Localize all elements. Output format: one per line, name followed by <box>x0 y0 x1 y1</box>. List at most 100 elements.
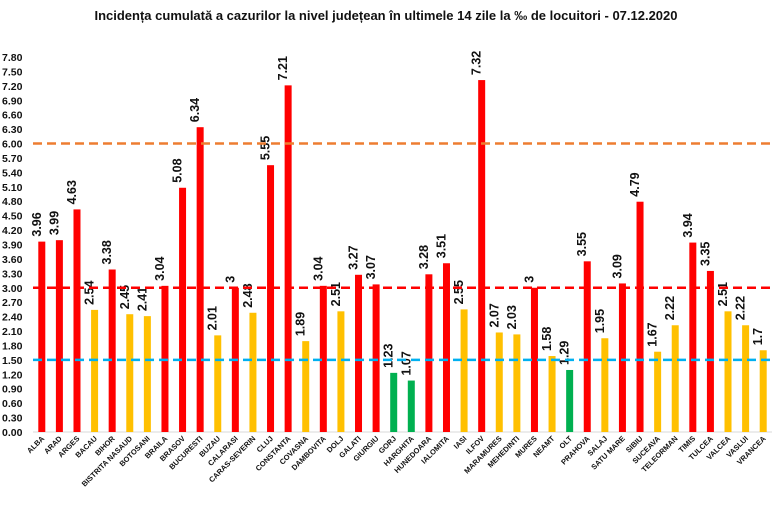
data-label: 7.32 <box>470 51 484 75</box>
bar <box>143 316 151 432</box>
bar <box>601 338 609 432</box>
bar <box>73 209 81 432</box>
data-label: 2.55 <box>452 280 466 304</box>
data-label: 2.03 <box>505 305 519 329</box>
y-tick-label: 3.30 <box>2 268 23 280</box>
y-tick-label: 4.80 <box>2 196 23 208</box>
data-label: 2.41 <box>135 287 149 311</box>
bar <box>689 242 697 432</box>
bar <box>671 325 679 432</box>
bar <box>460 309 468 432</box>
data-label: 1.7 <box>751 328 765 345</box>
bar <box>319 285 327 432</box>
data-label: 3.04 <box>153 256 167 280</box>
bar <box>530 287 538 432</box>
data-label: 2.22 <box>663 296 677 320</box>
data-label: 3.38 <box>100 240 114 264</box>
data-label: 3.27 <box>347 245 361 269</box>
bar <box>91 309 99 432</box>
y-tick-label: 4.20 <box>2 225 23 237</box>
data-label: 1.07 <box>399 351 413 375</box>
data-label: 3.28 <box>417 245 431 269</box>
y-tick-label: 5.40 <box>2 167 23 179</box>
data-label: 1.67 <box>646 322 660 346</box>
y-tick-label: 3.60 <box>2 254 23 266</box>
y-tick-label: 5.70 <box>2 153 23 165</box>
data-label: 3.96 <box>30 212 44 236</box>
y-tick-label: 3.90 <box>2 240 23 252</box>
bar <box>442 263 450 432</box>
bar <box>513 334 521 432</box>
data-label: 3.94 <box>681 213 695 237</box>
bar <box>654 351 662 432</box>
y-tick-label: 0.60 <box>2 398 23 410</box>
bar <box>267 165 275 432</box>
data-label: 3.51 <box>434 234 448 258</box>
data-label: 1.58 <box>540 327 554 351</box>
y-tick-label: 4.50 <box>2 211 23 223</box>
y-tick-label: 7.80 <box>2 52 23 64</box>
y-tick-label: 1.20 <box>2 369 23 381</box>
bar <box>566 369 574 432</box>
y-tick-label: 2.40 <box>2 312 23 324</box>
y-tick-label: 6.30 <box>2 124 23 136</box>
bar <box>108 269 116 432</box>
bar <box>478 80 486 433</box>
data-label: 1.95 <box>593 309 607 333</box>
y-tick-label: 1.80 <box>2 340 23 352</box>
bar <box>724 311 732 432</box>
y-tick-label: 7.50 <box>2 66 23 78</box>
data-label: 5.55 <box>259 136 273 160</box>
bar <box>636 201 644 432</box>
bar <box>372 284 380 432</box>
y-tick-label: 5.10 <box>2 182 23 194</box>
bar <box>38 241 46 432</box>
data-label: 2.01 <box>206 306 220 330</box>
data-label: 6.34 <box>188 98 202 122</box>
bar <box>302 341 310 432</box>
data-label: 3.07 <box>364 255 378 279</box>
bar <box>355 274 363 432</box>
data-label: 3.35 <box>698 242 712 266</box>
data-label: 4.63 <box>65 180 79 204</box>
data-label: 7.21 <box>276 56 290 80</box>
data-label: 2.22 <box>734 296 748 320</box>
chart-title: Incidența cumulată a cazurilor la nivel … <box>94 8 678 23</box>
y-tick-label: 6.90 <box>2 95 23 107</box>
bar <box>706 270 714 432</box>
bar <box>618 283 626 432</box>
data-label: 2.45 <box>118 285 132 309</box>
data-label: 3 <box>522 276 536 283</box>
data-label: 2.07 <box>487 303 501 327</box>
bar <box>214 335 222 432</box>
y-tick-label: 3.00 <box>2 283 23 295</box>
data-label: 3.55 <box>575 232 589 256</box>
data-label: 1.23 <box>382 343 396 367</box>
bar <box>249 312 257 432</box>
bar <box>337 311 345 432</box>
bar <box>742 325 750 432</box>
data-label: 4.79 <box>628 172 642 196</box>
bar <box>495 332 503 432</box>
data-label: 1.29 <box>558 341 572 365</box>
bar <box>407 380 415 432</box>
y-tick-label: 1.50 <box>2 355 23 367</box>
bar <box>196 127 204 432</box>
bar <box>284 85 292 432</box>
data-label: 3 <box>223 276 237 283</box>
data-label: 3.09 <box>610 254 624 278</box>
y-tick-label: 6.00 <box>2 139 23 151</box>
y-tick-label: 2.10 <box>2 326 23 338</box>
data-label: 2.54 <box>83 281 97 305</box>
data-label: 2.51 <box>716 282 730 306</box>
bar <box>126 314 134 432</box>
data-label: 1.89 <box>294 312 308 336</box>
data-label: 3.99 <box>47 211 61 235</box>
bar <box>425 274 433 432</box>
bar <box>759 350 767 432</box>
y-tick-label: 6.60 <box>2 110 23 122</box>
y-tick-label: 0.00 <box>2 427 23 439</box>
data-label: 2.48 <box>241 283 255 307</box>
y-tick-label: 0.30 <box>2 413 23 425</box>
